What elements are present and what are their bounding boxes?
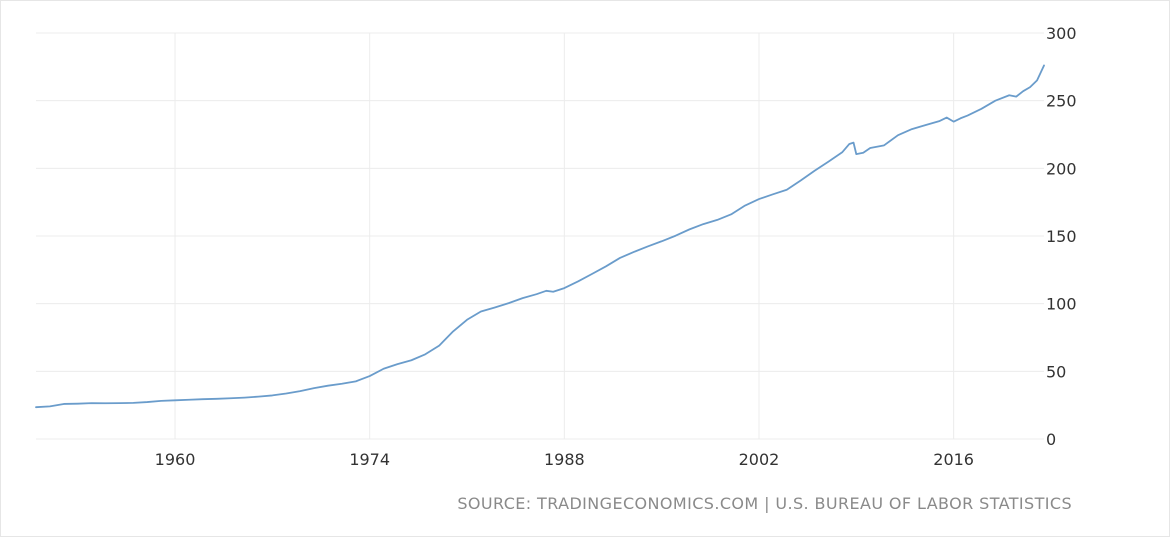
source-label: SOURCE: TRADINGECONOMICS.COM | U.S. BURE…	[457, 494, 1072, 513]
y-tick-label: 50	[1046, 362, 1066, 381]
y-tick-label: 200	[1046, 159, 1077, 178]
grid-layer	[36, 32, 1044, 440]
y-tick-label: 250	[1046, 92, 1077, 111]
y-axis-labels: 0 50 100 150 200 250 300	[1046, 24, 1077, 449]
y-tick-label: 0	[1046, 430, 1056, 449]
x-tick-label: 1960	[155, 450, 196, 469]
x-axis-labels: 1960 1974 1988 2002 2016	[155, 450, 974, 469]
y-tick-label: 100	[1046, 295, 1077, 314]
x-tick-label: 2016	[933, 450, 974, 469]
series-line	[35, 64, 1045, 409]
y-tick-label: 150	[1046, 227, 1077, 246]
x-tick-label: 1988	[544, 450, 585, 469]
x-tick-label: 2002	[739, 450, 780, 469]
series-layer	[35, 64, 1045, 409]
x-tick-label: 1974	[349, 450, 390, 469]
y-tick-label: 300	[1046, 24, 1077, 43]
